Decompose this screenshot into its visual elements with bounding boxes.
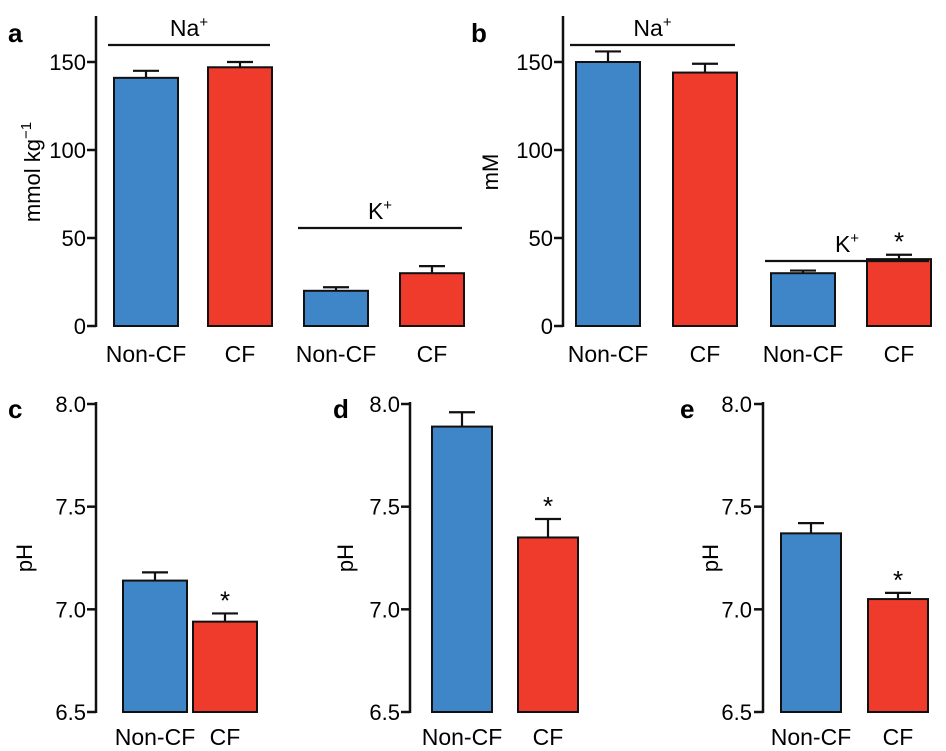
bar [770, 272, 836, 328]
y-tick-label: 8.0 [55, 392, 86, 417]
significance-marker: * [220, 585, 230, 615]
bar [192, 620, 258, 713]
bar [122, 579, 188, 713]
y-tick-label: 0 [541, 314, 553, 339]
y-axis-label-text: pH [698, 544, 723, 572]
category-label: CF [533, 724, 564, 750]
group-label-text: Na [633, 15, 663, 41]
group-label-superscript: + [383, 197, 392, 214]
y-tick-label: 6.5 [55, 700, 86, 725]
panel-letter: a [8, 18, 23, 48]
group-label-superscript: + [199, 14, 208, 31]
category-label: CF [884, 341, 915, 367]
y-tick-label: 8.0 [369, 392, 400, 417]
group-label-text: K [368, 198, 384, 224]
group-label-text: Na [170, 15, 200, 41]
category-label: Non-CF [115, 724, 196, 750]
y-axis-label-superscript: −1 [18, 122, 35, 139]
bar [780, 532, 842, 713]
bar [303, 289, 369, 327]
y-tick-label: 7.5 [721, 495, 752, 520]
panel-letter: d [333, 394, 349, 424]
y-tick-label: 150 [516, 50, 553, 75]
y-tick-label: 50 [62, 226, 86, 251]
y-tick-label: 50 [529, 226, 553, 251]
y-axis-label-text: mM [478, 154, 503, 191]
category-label: CF [225, 341, 256, 367]
y-axis-label: mmol kg−1 [18, 122, 45, 222]
group-label-superscript: + [663, 14, 672, 31]
y-axis-label: pH [12, 544, 37, 572]
category-label: Non-CF [771, 724, 852, 750]
y-tick-label: 7.5 [369, 495, 400, 520]
category-label: CF [690, 341, 721, 367]
bar [866, 258, 932, 327]
category-label: Non-CF [422, 724, 503, 750]
group-label: K+ [368, 197, 392, 224]
y-tick-label: 0 [74, 314, 86, 339]
group-label-superscript: + [850, 230, 859, 247]
y-axis-label: mM [478, 154, 503, 191]
bar [575, 61, 641, 327]
y-tick-label: 100 [516, 138, 553, 163]
y-tick-label: 7.0 [55, 597, 86, 622]
panel-letter: c [8, 394, 22, 424]
category-label: Non-CF [763, 341, 844, 367]
group-label-text: K [835, 231, 851, 257]
y-axis-label-text: mmol kg [20, 139, 45, 222]
bar [517, 536, 579, 714]
panel-c: c 6.5 7.0 7.5 8.0 pH Non-CF * CF [8, 392, 258, 750]
y-tick-label: 8.0 [721, 392, 752, 417]
group-label: Na+ [170, 14, 208, 41]
y-axis-label: pH [698, 544, 723, 572]
bar [207, 66, 273, 327]
category-label: Non-CF [568, 341, 649, 367]
bar [431, 425, 493, 713]
y-axis-label: pH [333, 544, 358, 572]
panel-letter: e [680, 394, 694, 424]
panel-d: d 6.5 7.0 7.5 8.0 pH Non-CF * CF [333, 392, 579, 750]
y-tick-label: 7.0 [721, 597, 752, 622]
category-label: Non-CF [296, 341, 377, 367]
y-axis-label-text: pH [333, 544, 358, 572]
bar [867, 598, 929, 713]
significance-marker: * [543, 491, 553, 521]
bar [672, 71, 738, 327]
y-tick-label: 6.5 [369, 700, 400, 725]
y-axis-label-text: pH [12, 544, 37, 572]
category-label: CF [210, 724, 241, 750]
category-label: Non-CF [106, 341, 187, 367]
y-tick-label: 6.5 [721, 700, 752, 725]
y-tick-label: 7.5 [55, 495, 86, 520]
bar [399, 272, 465, 328]
y-tick-label: 100 [49, 138, 86, 163]
group-label: K+ [835, 230, 859, 257]
panel-e: e 6.5 7.0 7.5 8.0 pH Non-CF * CF [680, 392, 929, 750]
significance-marker: * [893, 565, 903, 595]
category-label: CF [883, 724, 914, 750]
bar [113, 76, 179, 327]
significance-marker: * [894, 227, 904, 257]
y-tick-label: 150 [49, 50, 86, 75]
group-label: Na+ [633, 14, 671, 41]
panel-letter: b [471, 18, 487, 48]
y-tick-label: 7.0 [369, 597, 400, 622]
category-label: CF [417, 341, 448, 367]
